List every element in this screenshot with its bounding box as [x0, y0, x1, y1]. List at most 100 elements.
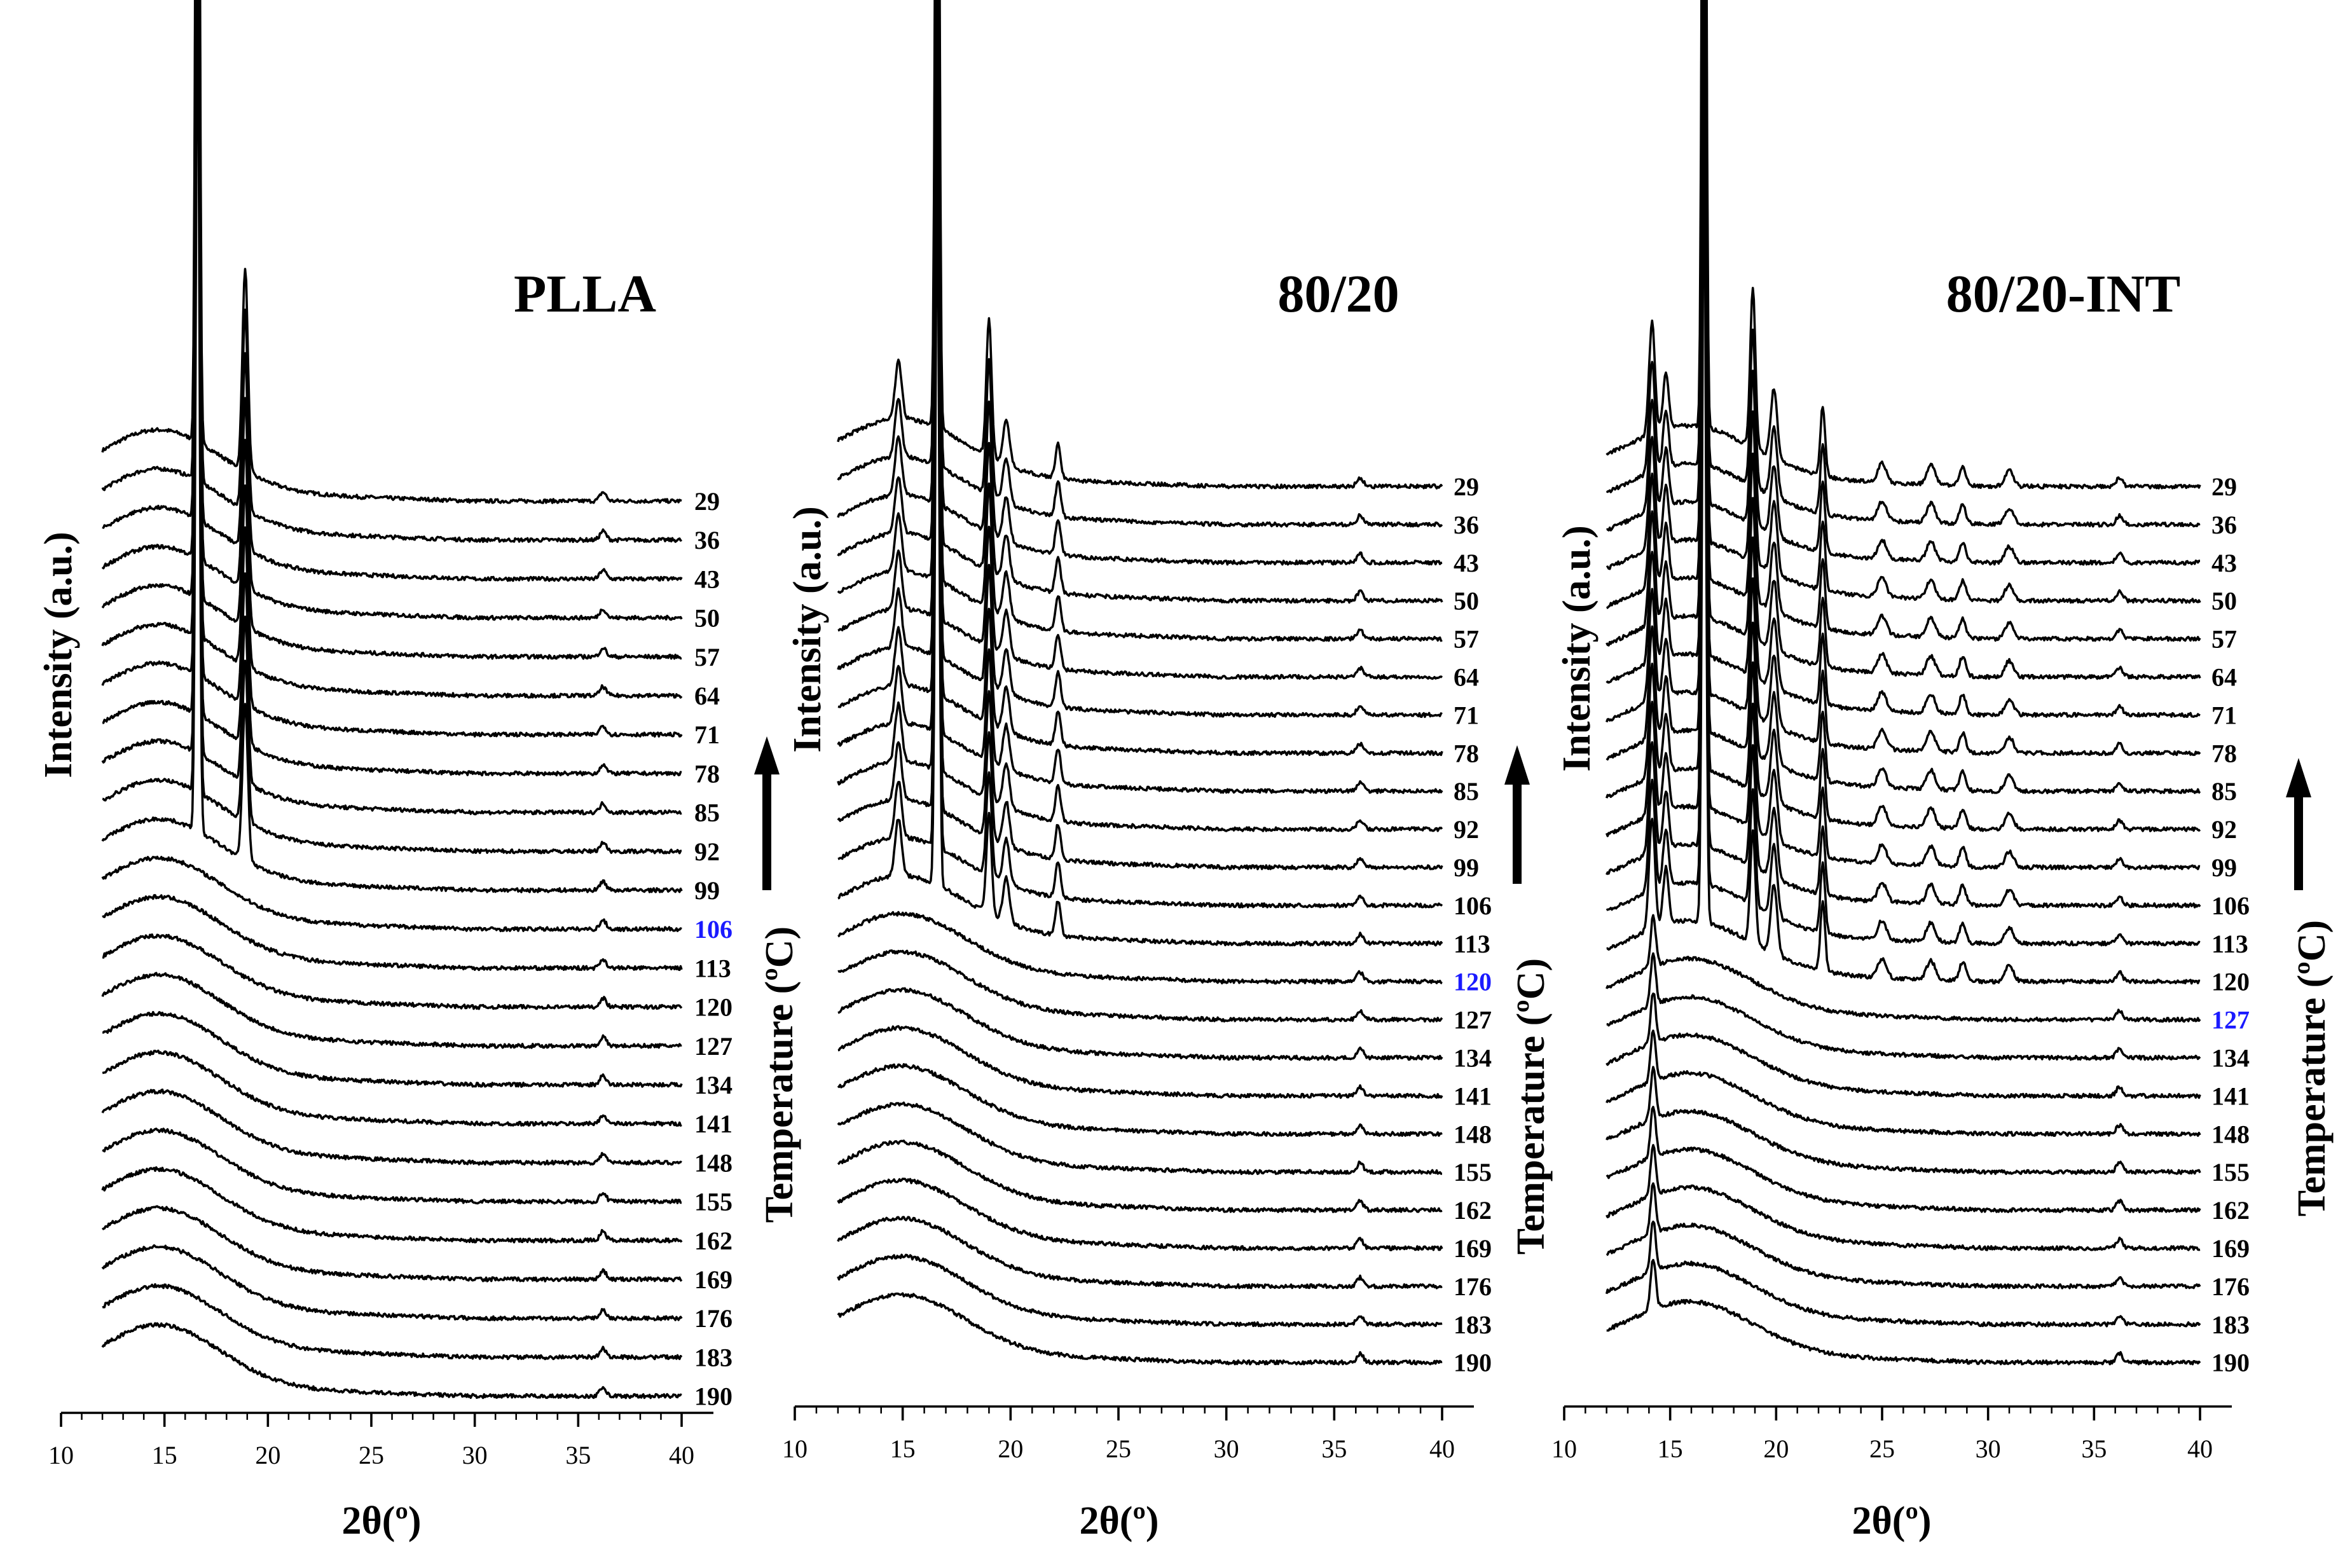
xrd-trace-169C — [1606, 1144, 2201, 1251]
xrd-trace-155C — [1606, 1066, 2201, 1175]
temperature-label-127: 127 — [694, 1032, 732, 1061]
temperature-label-169: 169 — [1454, 1234, 1492, 1263]
temperature-label-43: 43 — [1454, 549, 1479, 577]
y-axis-title: Intensity (a.u.) — [786, 506, 829, 753]
temperature-label-176: 176 — [694, 1304, 732, 1333]
temperature-label-78: 78 — [694, 759, 720, 788]
xrd-trace-148C — [837, 1063, 1443, 1138]
panel-title: 80/20-INT — [1946, 265, 2181, 324]
x-tick-label-35: 35 — [1321, 1434, 1347, 1463]
temperature-label-155: 155 — [694, 1188, 732, 1216]
x-tick-label-35: 35 — [2081, 1434, 2107, 1463]
temperature-label-64: 64 — [2211, 663, 2237, 692]
xrd-trace-106C — [101, 855, 682, 932]
temperature-label-169: 169 — [694, 1265, 732, 1294]
xrd-trace-162C — [101, 1166, 683, 1244]
temperature-label-127: 127 — [1454, 1006, 1492, 1035]
temperature-label-64: 64 — [694, 682, 720, 710]
xrd-trace-57C — [837, 0, 1443, 642]
temperature-label-92: 92 — [694, 837, 720, 866]
temperature-label-148: 148 — [2211, 1120, 2250, 1148]
panel-title: PLLA — [514, 265, 656, 324]
temperature-label-113: 113 — [694, 954, 731, 982]
y-axis-title: Intensity (a.u.) — [1555, 525, 1599, 772]
temperature-label-50: 50 — [694, 604, 720, 633]
x-tick-label-25: 25 — [359, 1441, 384, 1469]
temperature-label-162: 162 — [2211, 1196, 2250, 1225]
xrd-trace-57C — [1606, 0, 2201, 642]
x-tick-label-10: 10 — [48, 1441, 74, 1469]
xrd-trace-57C — [101, 0, 682, 660]
xrd-trace-113C — [837, 194, 1443, 947]
temperature-label-50: 50 — [1454, 587, 1479, 616]
x-tick-label-20: 20 — [255, 1441, 280, 1469]
x-tick-label-40: 40 — [1429, 1434, 1455, 1463]
x-tick-label-25: 25 — [1106, 1434, 1131, 1463]
xrd-trace-36C — [837, 0, 1443, 528]
temperature-labels: 29 36 43 50 57 64 71 78 85 92 99 106 113 120 127 134 141… — [2211, 472, 2250, 1377]
temperature-labels: 29 36 43 50 57 64 71 78 85 92 99 106 113 120 127 134 141… — [694, 487, 732, 1411]
temperature-label-176: 176 — [1454, 1272, 1492, 1301]
x-tick-label-15: 15 — [152, 1441, 177, 1469]
xrd-trace-141C — [837, 1025, 1443, 1099]
temperature-label-120: 120 — [2211, 968, 2250, 996]
panel-80-20: 29 36 43 50 57 64 71 78 85 92 99 106 113 120 127 134 141… — [782, 0, 1553, 1543]
xrd-trace-134C — [1606, 952, 2201, 1061]
temperature-label-99: 99 — [2211, 853, 2237, 882]
waterfall-traces — [1605, 0, 2201, 1366]
xrd-trace-127C — [101, 972, 682, 1049]
temperature-label-64: 64 — [1454, 663, 1479, 692]
xrd-trace-29C — [1606, 0, 2201, 490]
temperature-label-183: 183 — [694, 1343, 732, 1372]
x-axis-title: 2θ(º) — [1079, 1499, 1159, 1543]
xrd-trace-127C — [1606, 914, 2201, 1023]
temperature-label-57: 57 — [2211, 625, 2237, 654]
xrd-trace-148C — [1606, 1029, 2201, 1138]
x-tick-label-10: 10 — [782, 1434, 808, 1463]
xrd-trace-169C — [837, 1178, 1443, 1251]
temperature-label-162: 162 — [694, 1227, 732, 1255]
xrd-trace-169C — [101, 1205, 683, 1283]
x-tick-label-40: 40 — [669, 1441, 694, 1469]
temperature-label-141: 141 — [1454, 1082, 1492, 1110]
temperature-label-190: 190 — [1454, 1349, 1492, 1377]
temperature-axis-title: Temperature (ºC) — [758, 926, 801, 1223]
temperature-label-120: 120 — [1454, 968, 1492, 996]
panel-title: 80/20 — [1277, 265, 1399, 324]
temperature-label-36: 36 — [694, 526, 720, 554]
x-tick-label-30: 30 — [1976, 1434, 2001, 1463]
xrd-trace-29C — [101, 0, 682, 504]
temperature-label-120: 120 — [694, 993, 732, 1022]
temperature-label-78: 78 — [1454, 739, 1479, 767]
xrd-trace-36C — [101, 0, 683, 544]
temperature-arrow-head — [2286, 758, 2311, 797]
temperature-label-43: 43 — [694, 565, 720, 593]
xrd-trace-113C — [102, 894, 683, 972]
xrd-trace-120C — [837, 911, 1443, 985]
xrd-trace-64C — [1606, 0, 2201, 680]
x-tick-label-15: 15 — [1658, 1434, 1683, 1463]
x-axis-title: 2θ(º) — [1852, 1499, 1931, 1543]
temperature-label-141: 141 — [694, 1110, 732, 1138]
temperature-label-36: 36 — [2211, 511, 2237, 539]
xrd-trace-50C — [101, 0, 683, 621]
x-tick-label-35: 35 — [565, 1441, 591, 1469]
xrd-trace-190C — [1606, 1258, 2201, 1366]
xrd-trace-50C — [1606, 0, 2201, 604]
temperature-label-134: 134 — [694, 1071, 732, 1099]
temperature-label-113: 113 — [2211, 930, 2248, 958]
xrd-trace-64C — [101, 0, 683, 699]
temperature-label-155: 155 — [2211, 1158, 2250, 1186]
x-tick-label-10: 10 — [1551, 1434, 1577, 1463]
temperature-label-92: 92 — [2211, 815, 2237, 844]
temperature-label-36: 36 — [1454, 511, 1479, 539]
x-tick-label-20: 20 — [1763, 1434, 1789, 1463]
temperature-label-71: 71 — [2211, 701, 2237, 729]
temperature-label-92: 92 — [1454, 815, 1479, 844]
x-tick-label-40: 40 — [2187, 1434, 2213, 1463]
temperature-label-106: 106 — [1454, 891, 1492, 920]
xrd-trace-43C — [837, 0, 1443, 566]
x-tick-label-20: 20 — [998, 1434, 1023, 1463]
xrd-trace-183C — [102, 1283, 683, 1361]
